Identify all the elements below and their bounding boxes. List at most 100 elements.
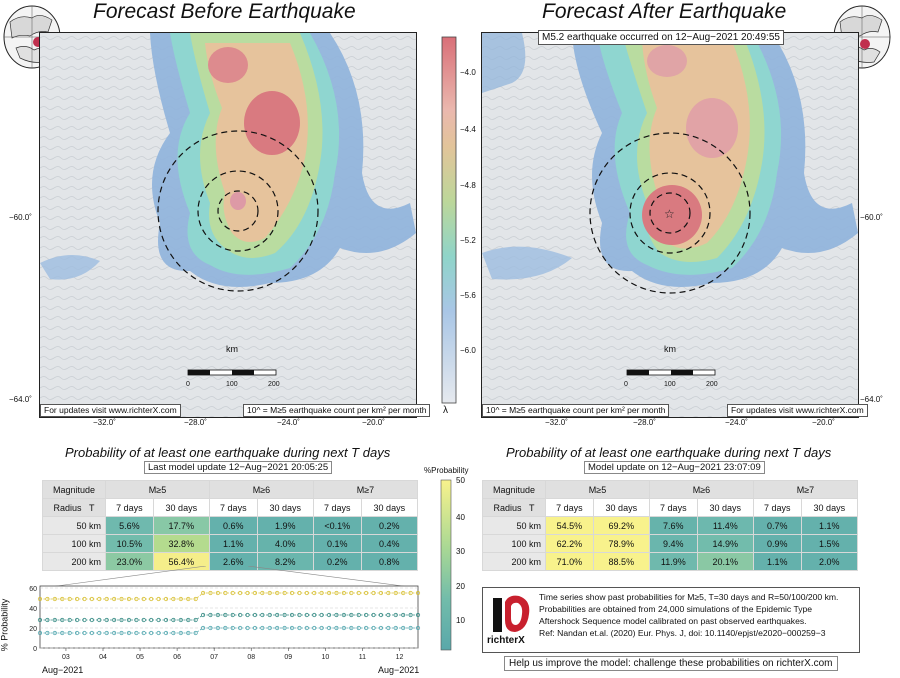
ts-data-point: [112, 596, 117, 602]
ts-data-point: [223, 612, 228, 618]
ts-data-point: [52, 617, 57, 623]
ts-data-point: [356, 590, 361, 596]
ts-data-point: [275, 612, 280, 618]
ts-data-point: [415, 612, 421, 618]
left-lambda-note: 10^ = M≥5 earthquake count per km² per m…: [243, 404, 431, 417]
ts-data-point: [364, 612, 369, 618]
ts-data-point: [134, 596, 139, 602]
prob-cell: 32.8%: [152, 534, 210, 553]
right-scale-tick-0: 0: [624, 381, 628, 388]
radius-label: 200 km: [482, 552, 546, 571]
ts-data-point: [163, 630, 169, 636]
radius-label: 50 km: [42, 516, 106, 535]
svg-text:☆: ☆: [664, 207, 675, 221]
ts-data-point: [334, 590, 339, 596]
ts-data-point: [126, 630, 132, 636]
ts-data-point: [319, 612, 324, 618]
ts-data-point: [356, 612, 361, 618]
corner-radius-t: Radius T: [482, 498, 546, 517]
ts-data-point: [326, 625, 332, 631]
ts-data-point: [297, 590, 302, 596]
prob-cell: 11.9%: [648, 552, 698, 571]
ts-data-point: [371, 625, 376, 631]
ts-data-point: [319, 590, 324, 596]
ts-data-point: [45, 630, 50, 636]
ts-data-point: [186, 596, 191, 602]
ts-data-point: [119, 596, 124, 602]
ts-data-point: [67, 596, 72, 602]
ts-data-point: [163, 617, 169, 623]
prob-cell: 0.2%: [360, 516, 419, 535]
ts-data-point: [134, 630, 139, 636]
ts-data-point: [126, 617, 132, 623]
prob-cell: 0.2%: [312, 552, 362, 571]
colorbar-tick: −5.2: [460, 236, 476, 245]
right-scale-unit: km: [664, 344, 676, 354]
ts-data-point: [252, 590, 258, 596]
ts-data-point: [112, 617, 117, 623]
prob-cell: 88.5%: [592, 552, 650, 571]
prob-cell: 1.5%: [800, 534, 859, 553]
ts-data-point: [386, 612, 391, 618]
ts-data-point: [223, 590, 228, 596]
ts-data-point: [415, 625, 421, 631]
ts-data-point: [208, 625, 213, 631]
ts-data-point: [408, 612, 413, 618]
ts-data-point: [149, 617, 154, 623]
probability-time-series: 0 20 40 60 03 04 05 06 07 08 09 10 11 12: [29, 585, 421, 661]
ts-data-point: [386, 590, 391, 596]
period-header: 7 days: [752, 498, 802, 517]
ts-data-point: [371, 590, 376, 596]
prob-cell: <0.1%: [312, 516, 362, 535]
ts-data-point: [289, 590, 295, 596]
prob-cell: 9.4%: [648, 534, 698, 553]
ts-data-point: [60, 617, 65, 623]
ts-data-point: [349, 590, 354, 596]
ts-data-point: [186, 617, 191, 623]
ts-data-point: [82, 617, 87, 623]
ts-data-point: [378, 590, 384, 596]
ts-data-point: [52, 596, 57, 602]
right-map-title: Forecast After Earthquake: [542, 0, 787, 23]
ts-data-point: [393, 612, 398, 618]
ts-data-point: [275, 590, 280, 596]
mag-header: M≥6: [208, 480, 314, 499]
ts-data-point: [200, 625, 206, 631]
ts-data-point: [45, 617, 50, 623]
colorbar-tick: −6.0: [460, 346, 476, 355]
ts-data-point: [104, 617, 109, 623]
info-line: Ref: Nandan et.al. (2020) Eur. Phys. J, …: [539, 628, 826, 638]
info-line: Probabilities are obtained from 24,000 s…: [539, 604, 813, 614]
ts-data-point: [208, 612, 213, 618]
ts-data-point: [245, 590, 250, 596]
left-scale-tick-200: 200: [268, 381, 280, 388]
ts-data-point: [378, 612, 384, 618]
ts-data-point: [223, 625, 228, 631]
ts-data-point: [401, 612, 406, 618]
help-link[interactable]: Help us improve the model: challenge the…: [504, 656, 838, 671]
lambda-colorbar: [441, 36, 457, 404]
prob-colorbar-tick: 20: [456, 582, 465, 591]
ts-data-point: [260, 625, 265, 631]
prob-cell: 23.0%: [105, 552, 154, 571]
ts-data-point: [364, 625, 369, 631]
ts-data-point: [67, 630, 72, 636]
ts-data-point: [82, 630, 87, 636]
ts-data-point: [312, 625, 317, 631]
ts-xtick-label: 05: [136, 654, 144, 661]
ts-data-point: [267, 590, 272, 596]
ts-data-point: [282, 612, 287, 618]
info-line: Time series show past probabilities for …: [539, 592, 839, 602]
ts-data-point: [171, 630, 176, 636]
ts-data-point: [304, 625, 309, 631]
ts-series-line: [40, 627, 418, 634]
ts-data-point: [37, 617, 43, 623]
ts-data-point: [415, 590, 421, 596]
zoom-connector: [41, 566, 419, 589]
prob-cell: 11.4%: [696, 516, 754, 535]
period-header: 7 days: [105, 498, 154, 517]
prob-cell: 0.1%: [312, 534, 362, 553]
ts-data-point: [163, 596, 169, 602]
ts-data-point: [149, 596, 154, 602]
prob-cell: 2.0%: [800, 552, 859, 571]
